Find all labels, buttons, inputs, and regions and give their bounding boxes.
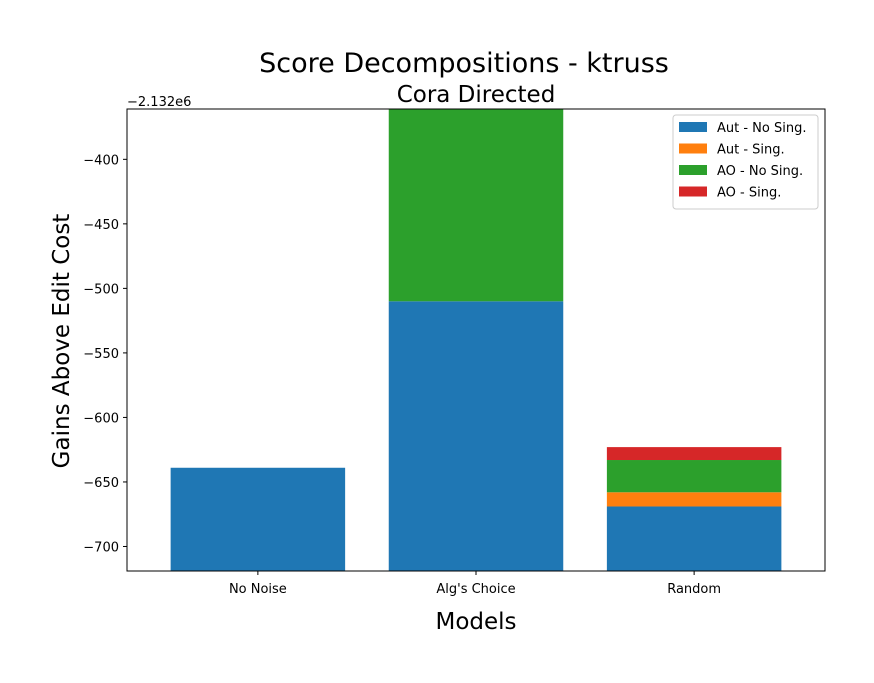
x-ticks: No Noise Alg's Choice Random	[229, 571, 721, 597]
bars-layer	[170, 109, 782, 571]
y-tick-label: −450	[83, 218, 119, 233]
y-tick-label: −700	[83, 540, 119, 555]
legend-label: Aut - No Sing.	[717, 121, 806, 136]
x-tick-label: Random	[667, 582, 721, 597]
y-tick-label: −650	[83, 476, 119, 491]
y-ticks: −700 −650 −600 −550 −500 −450 −400	[83, 153, 127, 555]
plot-frame	[126, 108, 826, 572]
x-axis-label: Models	[435, 609, 516, 635]
y-axis-label: Gains Above Edit Cost	[49, 214, 75, 469]
y-tick-label: −550	[83, 347, 119, 362]
bar-2-segment-1	[388, 301, 564, 571]
legend-box	[672, 114, 819, 210]
y-tick-label: −600	[83, 411, 119, 426]
y-tick-label: −400	[83, 153, 119, 168]
legend-swatch	[679, 143, 707, 154]
bar-3-segment-1	[606, 506, 782, 571]
y-tick-label: −500	[83, 282, 119, 297]
legend-label: AO - Sing.	[717, 186, 781, 201]
legend: Aut - No Sing. Aut - Sing. AO - No Sing. AO…	[672, 114, 819, 210]
bar-2-segment-3	[388, 109, 564, 302]
bar-3-segment-3	[606, 460, 782, 493]
bar-1-segment-1	[170, 467, 346, 571]
legend-label: Aut - Sing.	[717, 143, 785, 158]
chart-title: Score Decompositions - ktruss	[259, 48, 669, 79]
x-tick-label: Alg's Choice	[436, 582, 515, 597]
legend-label: AO - No Sing.	[717, 164, 803, 179]
chart-subtitle: Cora Directed	[397, 82, 556, 108]
legend-swatch	[679, 186, 707, 197]
y-offset-label: −2.132e6	[127, 95, 191, 110]
legend-swatch	[679, 122, 707, 132]
legend-swatch	[679, 165, 707, 175]
bar-3-segment-4	[606, 447, 782, 461]
x-tick-label: No Noise	[229, 582, 287, 597]
bar-3-segment-2	[606, 492, 782, 507]
